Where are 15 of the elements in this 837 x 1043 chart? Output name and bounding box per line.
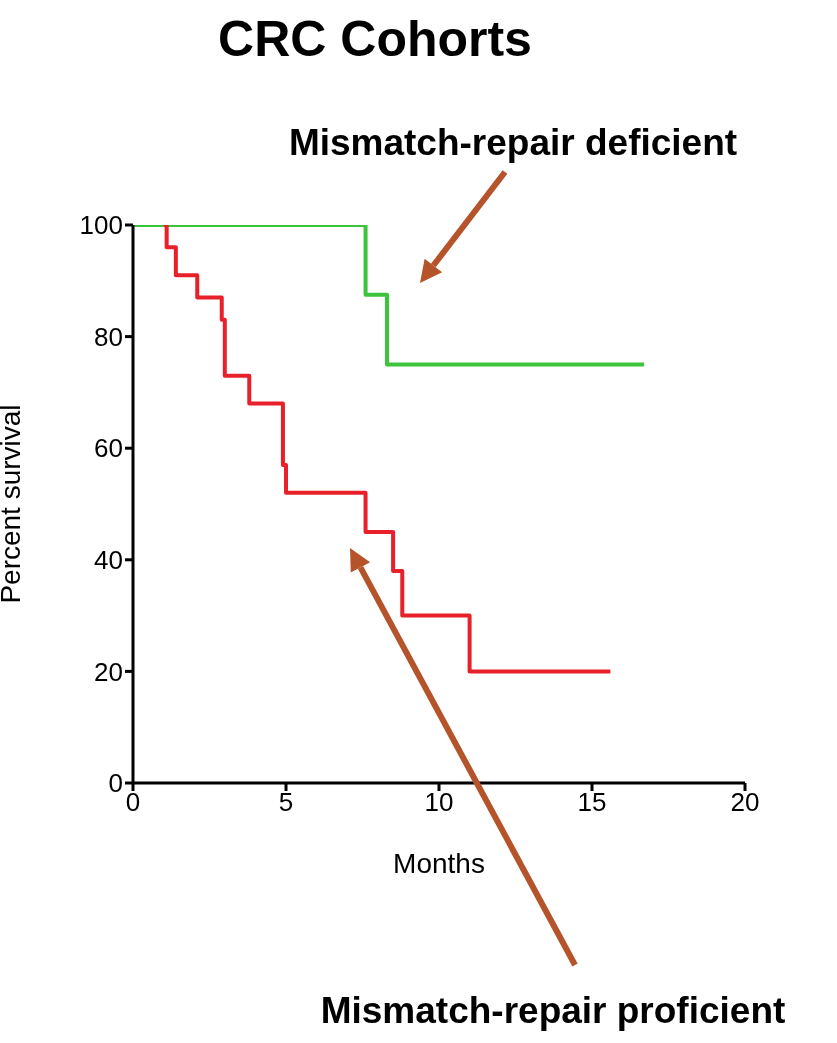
y-tick-label: 100 [79, 210, 123, 241]
y-axis-title: Percent survival [0, 404, 26, 604]
chart-title: CRC Cohorts [217, 10, 533, 68]
x-tick-label: 5 [278, 787, 294, 818]
y-tick-label: 80 [94, 321, 123, 352]
y-tick-label: 60 [94, 433, 123, 464]
x-tick-label: 20 [730, 787, 760, 818]
y-tick-label: 40 [94, 545, 123, 576]
x-tick-label: 10 [424, 787, 454, 818]
text: Mismatch-repair proficient [319, 990, 787, 1032]
y-tick-label: 0 [108, 768, 123, 799]
series-label: Mismatch-repair deficient [287, 122, 739, 164]
y-tick-label: 20 [94, 656, 123, 687]
x-axis-title: Months [393, 848, 485, 879]
x-tick-label: 15 [577, 787, 607, 818]
